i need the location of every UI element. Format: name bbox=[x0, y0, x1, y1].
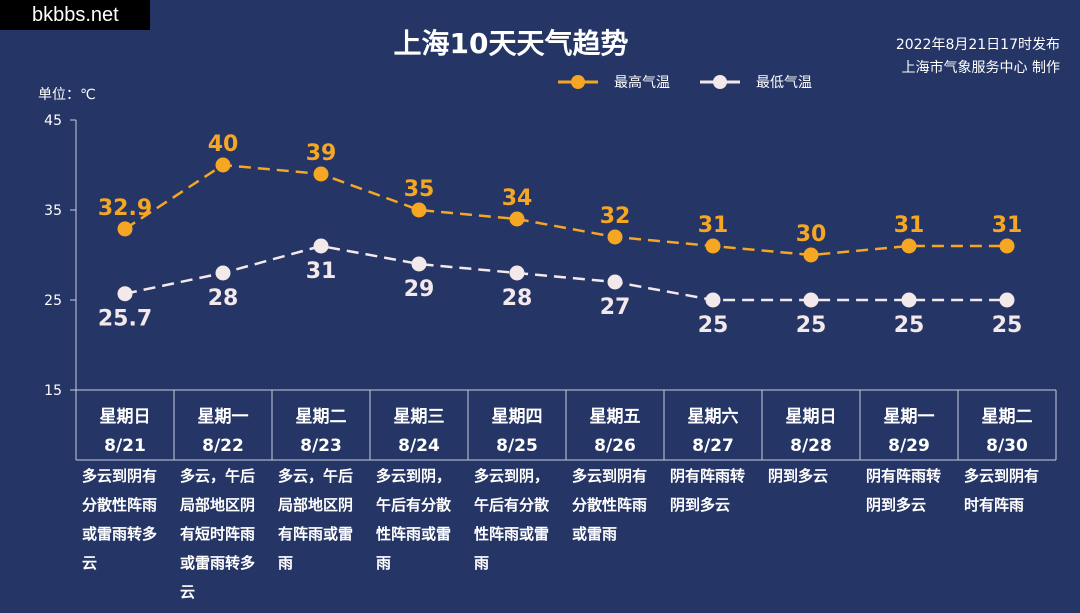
data-point-low bbox=[901, 292, 917, 308]
x-tick-label-weekday: 星期日 bbox=[100, 407, 151, 427]
data-label-low: 25 bbox=[796, 313, 827, 338]
weather-description: 多云到阴有时有阵雨 bbox=[964, 467, 1040, 514]
data-label-high: 39 bbox=[306, 141, 337, 166]
weather-description: 多云到阴有分散性阵雨或雷雨 bbox=[572, 467, 648, 543]
x-tick-label-weekday: 星期一 bbox=[884, 407, 935, 427]
x-tick-label-weekday: 星期三 bbox=[394, 407, 445, 427]
legend-label-low: 最低气温 bbox=[756, 75, 812, 91]
data-point-high bbox=[607, 229, 623, 245]
data-label-high: 30 bbox=[796, 222, 827, 247]
data-label-high: 32.9 bbox=[98, 196, 152, 221]
weather-description: 阴有阵雨转阴到多云 bbox=[866, 467, 942, 514]
data-label-high: 35 bbox=[404, 177, 435, 202]
data-label-high: 32 bbox=[600, 204, 631, 229]
legend-item-low: 最低气温 bbox=[698, 72, 812, 92]
legend-marker-high bbox=[558, 75, 598, 89]
data-label-low: 25 bbox=[992, 313, 1023, 338]
y-tick-label: 35 bbox=[44, 203, 62, 219]
data-point-low bbox=[705, 292, 721, 308]
x-tick-label-date: 8/22 bbox=[202, 436, 244, 456]
data-label-high: 31 bbox=[992, 213, 1023, 238]
data-point-low bbox=[313, 238, 329, 254]
weather-description: 多云，午后局部地区阴有短时阵雨或雷雨转多云 bbox=[180, 467, 256, 601]
data-label-low: 29 bbox=[404, 277, 435, 302]
data-point-high bbox=[901, 238, 917, 254]
weather-description: 多云到阴，午后有分散性阵雨或雷雨 bbox=[474, 467, 550, 572]
data-point-low bbox=[411, 256, 427, 272]
chart-title: 上海10天天气趋势 bbox=[393, 27, 629, 60]
data-point-low bbox=[999, 292, 1015, 308]
x-tick-label-date: 8/30 bbox=[986, 436, 1028, 456]
weather-description: 多云到阴，午后有分散性阵雨或雷雨 bbox=[376, 467, 452, 572]
data-label-low: 25 bbox=[698, 313, 729, 338]
data-label-high: 31 bbox=[698, 213, 729, 238]
x-tick-label-weekday: 星期四 bbox=[492, 407, 543, 427]
data-point-low bbox=[215, 265, 231, 281]
x-tick-label-date: 8/23 bbox=[300, 436, 342, 456]
data-label-high: 34 bbox=[502, 186, 533, 211]
y-axis-unit: 单位：℃ bbox=[38, 87, 96, 103]
x-tick-label-weekday: 星期六 bbox=[688, 406, 739, 427]
data-point-high bbox=[117, 221, 133, 237]
x-tick-label-weekday: 星期五 bbox=[590, 407, 641, 427]
data-point-high bbox=[509, 211, 525, 227]
x-tick-label-date: 8/28 bbox=[790, 436, 832, 456]
data-label-low: 25 bbox=[894, 313, 925, 338]
legend-marker-low bbox=[700, 75, 740, 89]
data-point-low bbox=[509, 265, 525, 281]
data-label-low: 27 bbox=[600, 295, 631, 320]
x-tick-label-date: 8/29 bbox=[888, 436, 930, 456]
weather-description: 多云，午后局部地区阴有阵雨或雷雨 bbox=[278, 467, 354, 572]
watermark: bkbbs.net bbox=[0, 0, 150, 30]
publisher: 上海市气象服务中心 制作 bbox=[901, 60, 1060, 76]
data-point-high bbox=[411, 202, 427, 218]
weather-description: 阴到多云 bbox=[768, 467, 829, 485]
data-label-high: 31 bbox=[894, 213, 925, 238]
legend-item-high: 最高气温 bbox=[556, 72, 670, 92]
legend: 最高气温 最低气温 bbox=[556, 72, 840, 92]
data-point-high bbox=[705, 238, 721, 254]
data-point-low bbox=[117, 286, 133, 302]
y-tick-label: 45 bbox=[44, 113, 62, 129]
x-tick-label-date: 8/25 bbox=[496, 436, 538, 456]
legend-label-high: 最高气温 bbox=[614, 75, 670, 91]
data-point-high bbox=[803, 247, 819, 263]
data-label-low: 28 bbox=[502, 286, 533, 311]
data-point-high bbox=[215, 157, 231, 173]
series-line-high bbox=[124, 163, 1007, 257]
data-label-low: 25.7 bbox=[98, 307, 152, 332]
x-tick-label-date: 8/21 bbox=[104, 436, 146, 456]
publish-info: 2022年8月21日17时发布 上海市气象服务中心 制作 bbox=[896, 34, 1060, 80]
weather-description: 多云到阴有分散性阵雨或雷雨转多云 bbox=[82, 467, 158, 572]
x-tick-label-weekday: 星期一 bbox=[198, 407, 249, 427]
data-point-high bbox=[313, 166, 329, 182]
data-point-low bbox=[803, 292, 819, 308]
data-label-high: 40 bbox=[208, 132, 239, 157]
weather-description: 阴有阵雨转阴到多云 bbox=[670, 467, 746, 514]
y-tick-label: 25 bbox=[44, 293, 62, 309]
data-point-low bbox=[607, 274, 623, 290]
x-tick-label-date: 8/27 bbox=[692, 436, 734, 456]
x-tick-label-date: 8/26 bbox=[594, 436, 636, 456]
weather-descriptions: 多云到阴有分散性阵雨或雷雨转多云 多云，午后局部地区阴有短时阵雨或雷雨转多云 多云，… bbox=[76, 462, 1056, 607]
x-tick-label-weekday: 星期二 bbox=[982, 407, 1033, 427]
data-label-low: 28 bbox=[208, 286, 239, 311]
x-tick-label-weekday: 星期日 bbox=[786, 407, 837, 427]
publish-date: 2022年8月21日17时发布 bbox=[895, 37, 1060, 53]
data-label-low: 31 bbox=[306, 259, 337, 284]
x-tick-label-date: 8/24 bbox=[398, 436, 440, 456]
y-tick-label: 15 bbox=[44, 383, 62, 399]
x-tick-label-weekday: 星期二 bbox=[296, 407, 347, 427]
series-line-low bbox=[124, 244, 1007, 302]
data-point-high bbox=[999, 238, 1015, 254]
